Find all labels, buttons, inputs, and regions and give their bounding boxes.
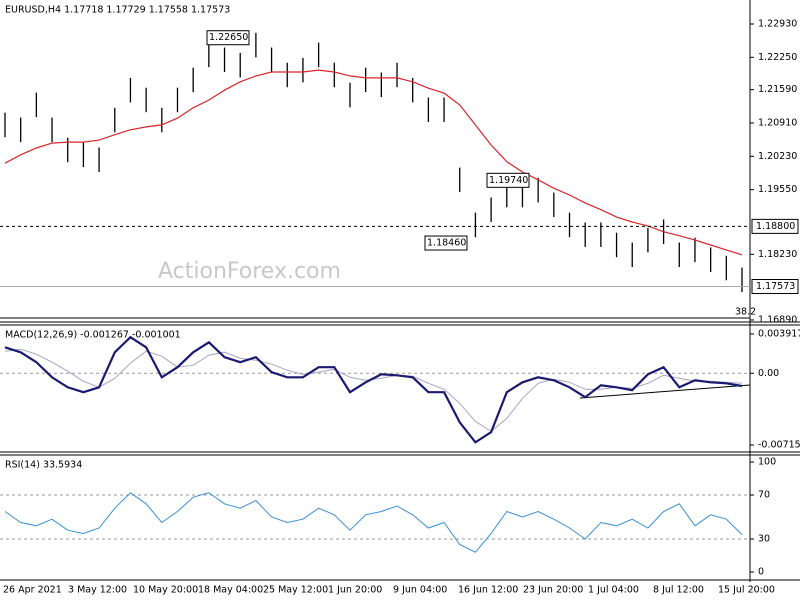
y-tick-label: -0.007152 xyxy=(758,439,800,450)
y-tick-label: 100 xyxy=(758,457,776,468)
y-tick-label: 1.20910 xyxy=(758,117,797,128)
trend-line xyxy=(579,384,751,399)
y-tick-label: 30 xyxy=(758,533,770,544)
panel-title: EURUSD,H4 1.17718 1.17729 1.17558 1.1757… xyxy=(5,5,230,16)
x-tick-label: 15 Jul 20:00 xyxy=(718,585,775,596)
y-tick-label: 70 xyxy=(758,490,770,501)
panel-title: MACD(12,26,9) -0.001267 -0.001001 xyxy=(5,330,181,341)
current-price-box xyxy=(751,278,799,294)
x-tick-label: 3 May 12:00 xyxy=(68,585,127,596)
annotation-label: 1.22650 xyxy=(209,32,248,43)
y-tick-label: 1.22930 xyxy=(758,19,797,30)
x-tick-label: 26 Apr 2021 xyxy=(3,585,62,596)
y-tick-label: 1.20230 xyxy=(758,151,797,162)
annotation-box xyxy=(424,235,468,251)
macd-line xyxy=(4,335,743,444)
y-tick-label: 1.18230 xyxy=(758,249,797,260)
annotation-label: 1.19740 xyxy=(489,175,528,186)
y-tick-label: 0 xyxy=(758,566,764,577)
x-tick-label: 25 May 12:00 xyxy=(263,585,328,596)
rsi-line xyxy=(4,492,743,553)
y-tick-label: 0.003917 xyxy=(758,328,800,339)
x-tick-label: 1 Jul 04:00 xyxy=(588,585,639,596)
current-price-label: 1.17573 xyxy=(756,281,795,292)
annotation-box xyxy=(486,172,530,188)
y-tick-label: 1.22250 xyxy=(758,52,797,63)
x-tick-label: 23 Jun 20:00 xyxy=(523,585,583,596)
x-tick-label: 16 Jun 12:00 xyxy=(458,585,518,596)
level-label: 1.18800 xyxy=(756,221,795,232)
annotation-box xyxy=(206,30,250,46)
moving-average xyxy=(4,69,743,256)
y-tick-label: 0.00 xyxy=(758,368,779,379)
annotation-label: 1.18460 xyxy=(427,238,466,249)
level-box xyxy=(751,218,799,234)
x-tick-label: 9 Jun 04:00 xyxy=(393,585,447,596)
y-tick-label: 1.19550 xyxy=(758,184,797,195)
x-tick-label: 10 May 20:00 xyxy=(133,585,198,596)
y-tick-label: 1.16890 xyxy=(758,314,797,325)
x-tick-label: 18 May 04:00 xyxy=(198,585,263,596)
x-tick-label: 8 Jul 12:00 xyxy=(653,585,704,596)
panel-title: RSI(14) 33.5934 xyxy=(5,460,82,471)
fib-label: 38.2 xyxy=(735,307,756,318)
x-tick-label: 1 Jun 20:00 xyxy=(328,585,382,596)
y-tick-label: 1.21590 xyxy=(758,84,797,95)
watermark: ActionForex.com xyxy=(158,259,341,284)
